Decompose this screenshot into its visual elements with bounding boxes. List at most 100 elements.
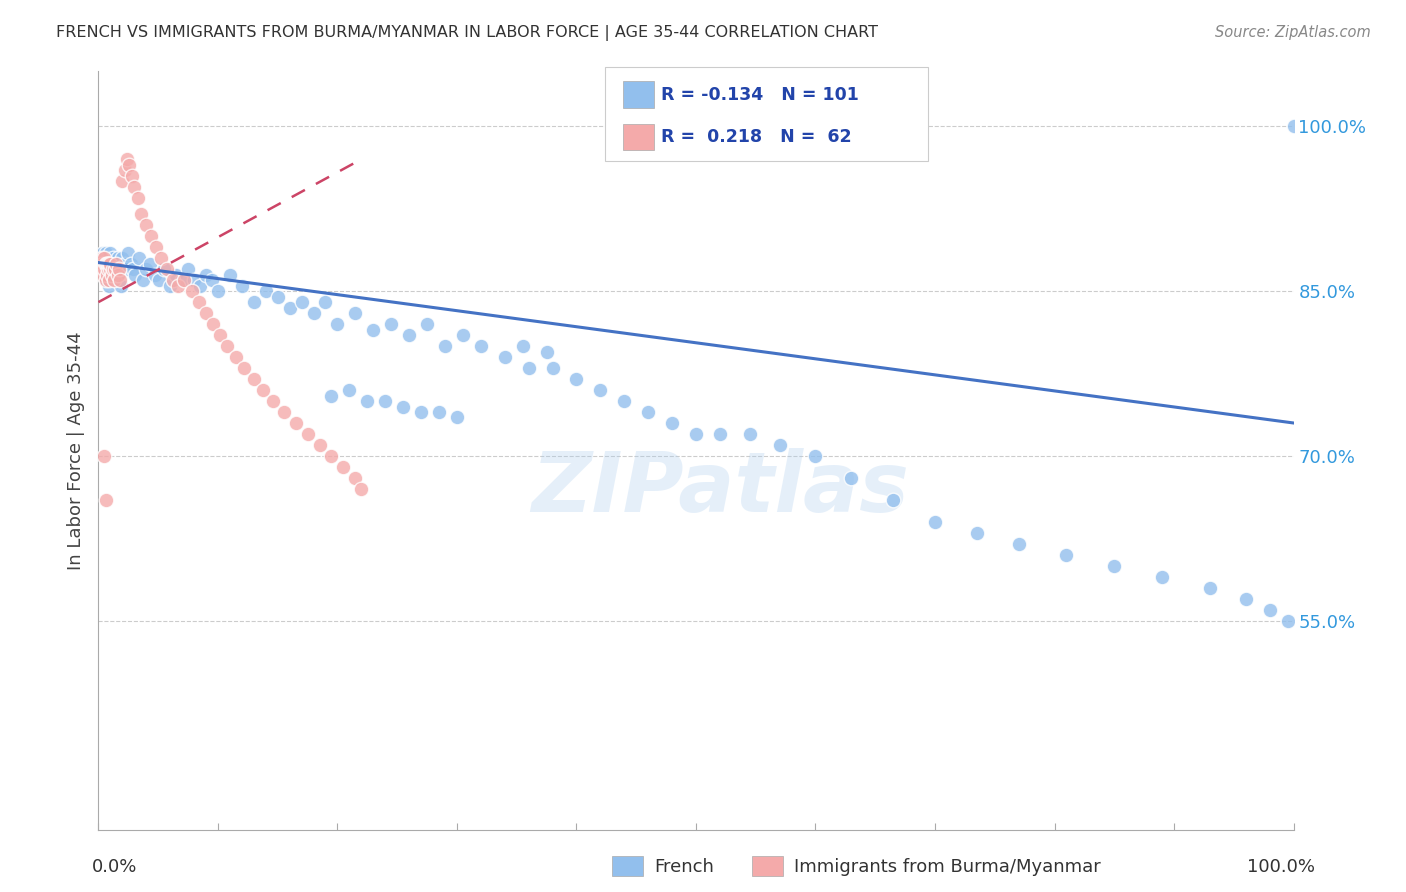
Point xyxy=(107,268,129,282)
Point xyxy=(589,383,612,397)
Point xyxy=(120,257,142,271)
Point xyxy=(98,273,121,287)
Point xyxy=(613,394,636,409)
Point xyxy=(93,257,115,271)
Point xyxy=(434,339,457,353)
Point xyxy=(115,262,138,277)
Point xyxy=(149,251,172,265)
Point xyxy=(380,317,402,331)
Point xyxy=(180,284,202,298)
Point xyxy=(363,322,385,336)
Point xyxy=(1258,603,1281,617)
Point xyxy=(661,416,683,430)
Point xyxy=(1104,558,1126,573)
Text: ZIPatlas: ZIPatlas xyxy=(531,448,908,529)
Point xyxy=(111,251,134,265)
Point xyxy=(339,383,361,397)
Point xyxy=(139,257,162,271)
Text: R =  0.218   N =  62: R = 0.218 N = 62 xyxy=(661,128,852,146)
Point xyxy=(155,262,177,277)
Point xyxy=(297,427,319,442)
Point xyxy=(685,427,707,442)
Point xyxy=(98,262,122,277)
Point xyxy=(219,268,242,282)
Point xyxy=(254,284,277,298)
Point xyxy=(302,306,325,320)
Point xyxy=(1152,570,1174,584)
Point xyxy=(114,257,136,271)
Point xyxy=(243,295,266,310)
Point xyxy=(96,268,118,282)
Point xyxy=(107,262,129,277)
Point xyxy=(121,169,143,183)
Point xyxy=(308,438,330,452)
Point xyxy=(252,383,274,397)
Point xyxy=(103,273,125,287)
Point xyxy=(165,268,187,282)
Point xyxy=(124,268,146,282)
Point xyxy=(162,273,184,287)
Point xyxy=(145,240,167,254)
Point xyxy=(451,328,474,343)
Point xyxy=(135,218,157,232)
Point xyxy=(243,372,266,386)
Point xyxy=(135,262,157,277)
Point xyxy=(195,306,218,320)
Point xyxy=(96,257,118,271)
Text: Immigrants from Burma/Myanmar: Immigrants from Burma/Myanmar xyxy=(794,858,1101,876)
Point xyxy=(273,405,295,419)
Point xyxy=(768,438,790,452)
Point xyxy=(98,262,122,277)
Point xyxy=(97,262,120,277)
Point xyxy=(494,350,516,364)
Point xyxy=(105,257,128,271)
Point xyxy=(173,273,195,287)
Point xyxy=(392,400,415,414)
Point xyxy=(1199,581,1222,595)
Point xyxy=(177,262,200,277)
Point xyxy=(398,328,420,343)
Point xyxy=(709,427,731,442)
Point xyxy=(98,278,121,293)
Point xyxy=(188,278,211,293)
Point xyxy=(202,317,225,331)
Point xyxy=(1234,591,1257,606)
Point xyxy=(139,229,162,244)
Point xyxy=(966,525,988,540)
Point xyxy=(115,153,138,167)
Point xyxy=(291,295,314,310)
Point xyxy=(91,251,114,265)
Point xyxy=(131,207,153,221)
Point xyxy=(101,262,124,277)
Point xyxy=(122,262,145,277)
Point xyxy=(536,344,558,359)
Point xyxy=(209,328,232,343)
Point xyxy=(128,251,150,265)
Point xyxy=(107,268,129,282)
Point xyxy=(427,405,450,419)
Point xyxy=(94,257,117,271)
Point xyxy=(96,262,118,277)
Point xyxy=(262,394,284,409)
Point xyxy=(108,262,131,277)
Point xyxy=(94,492,117,507)
Point xyxy=(91,268,114,282)
Point xyxy=(93,449,115,463)
Point xyxy=(344,471,367,485)
Point xyxy=(98,257,121,271)
Point xyxy=(94,273,117,287)
Point xyxy=(804,449,827,463)
Point xyxy=(97,268,120,282)
Point xyxy=(117,245,139,260)
Point xyxy=(882,492,904,507)
Point xyxy=(91,262,114,277)
Point xyxy=(332,459,354,474)
Point xyxy=(143,268,166,282)
Point xyxy=(118,158,141,172)
Point xyxy=(104,262,127,277)
Point xyxy=(411,405,433,419)
Point xyxy=(207,284,229,298)
Point xyxy=(94,245,117,260)
Point xyxy=(326,317,349,331)
Point xyxy=(278,301,301,315)
